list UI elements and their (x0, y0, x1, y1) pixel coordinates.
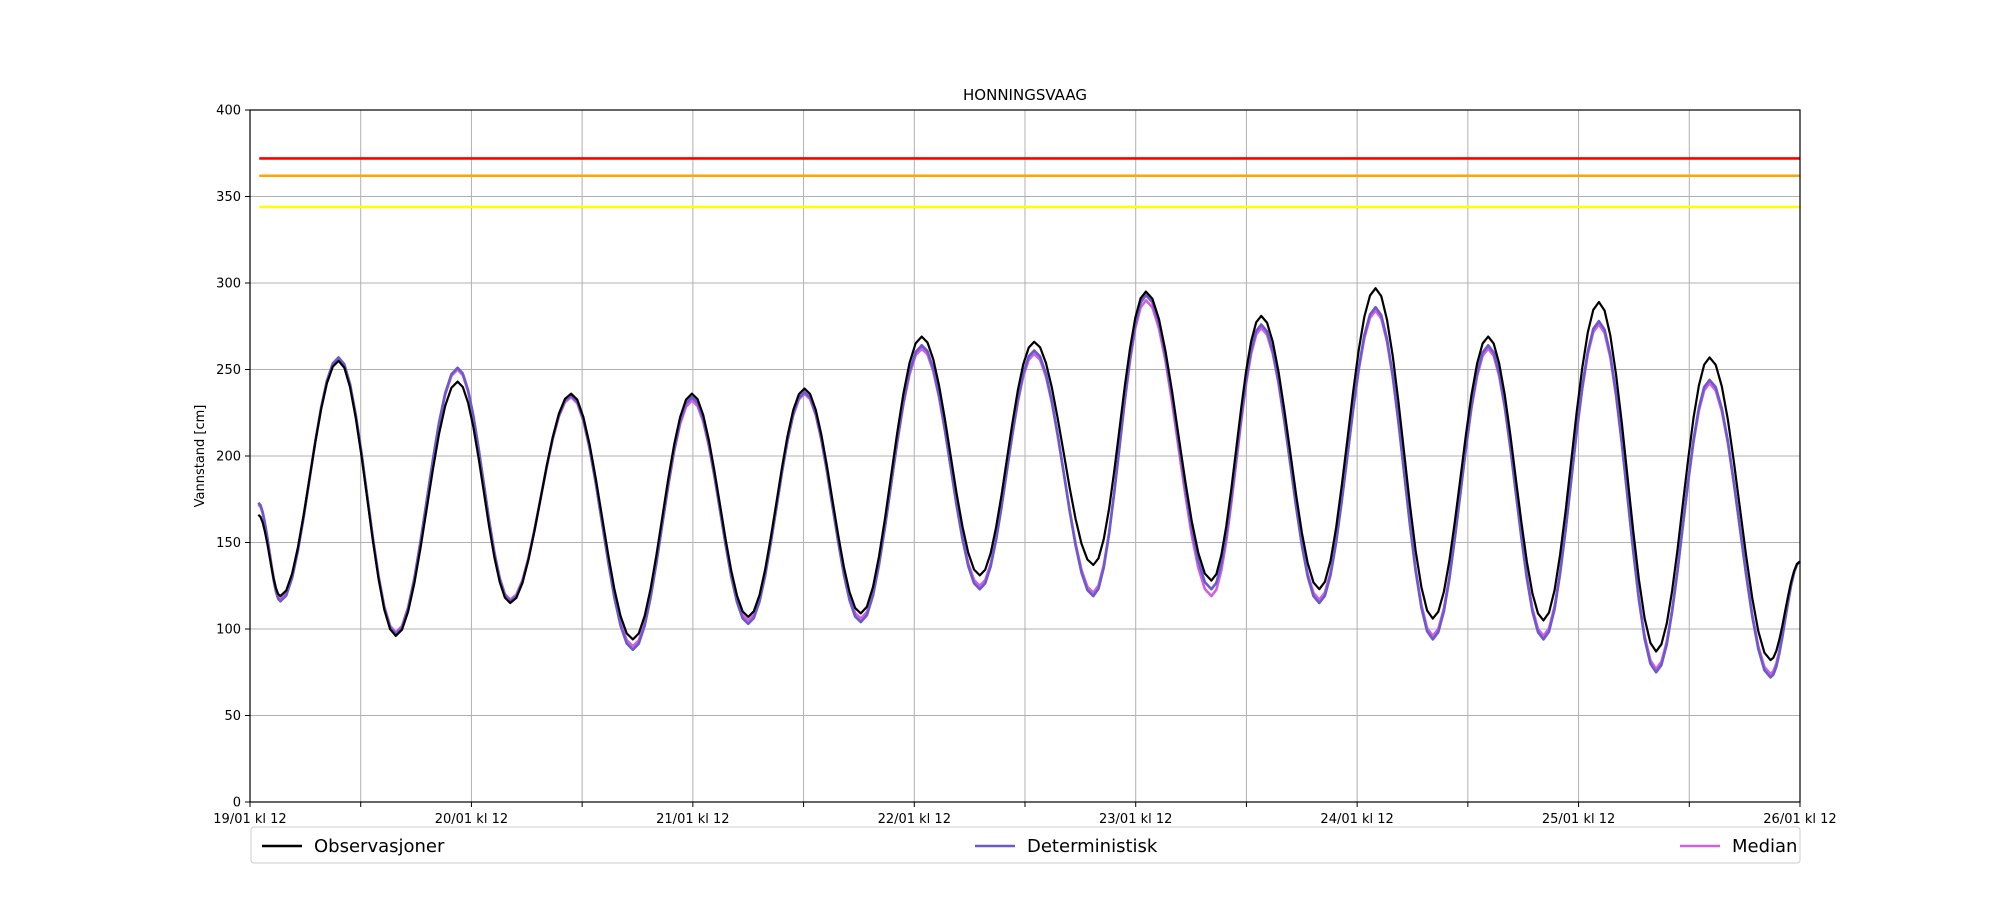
legend-label-obs: Observasjoner (314, 836, 445, 857)
x-tick-label: 20/01 kl 12 (435, 812, 508, 827)
x-tick-label: 25/01 kl 12 (1542, 812, 1615, 827)
y-axis-label: Vannstand [cm] (193, 405, 208, 508)
y-tick-label: 350 (216, 190, 241, 205)
y-tick-label: 100 (216, 623, 241, 638)
threshold-lines (259, 157, 1800, 209)
x-tick-label: 19/01 kl 12 (213, 812, 286, 827)
y-tick-label: 300 (216, 277, 241, 292)
x-tick-label: 22/01 kl 12 (878, 812, 951, 827)
legend-box (250, 826, 1801, 864)
y-tick-label: 400 (216, 104, 241, 119)
series-lines (257, 287, 1801, 679)
x-tick-label: 24/01 kl 12 (1320, 812, 1393, 827)
legend: Observasjoner Deterministisk Median (250, 826, 1801, 864)
x-tick-label: 23/01 kl 12 (1099, 812, 1172, 827)
x-axis-ticks: 19/01 kl 12 20/01 kl 12 21/01 kl 12 22/01 k… (213, 802, 1837, 827)
y-tick-label: 0 (233, 796, 241, 811)
y-tick-label: 250 (216, 363, 241, 378)
chart-title: HONNINGSVAAG (963, 86, 1087, 104)
y-tick-label: 50 (224, 709, 241, 724)
series-line-obs (257, 287, 1801, 662)
y-tick-label: 150 (216, 536, 241, 551)
x-tick-label: 21/01 kl 12 (656, 812, 729, 827)
legend-label-med: Median (1732, 836, 1797, 857)
y-tick-label: 200 (216, 450, 241, 465)
y-axis-ticks: 0 50 100 150 200 250 300 350 400 (216, 104, 250, 811)
x-tick-label: 26/01 kl 12 (1763, 812, 1836, 827)
legend-label-det: Deterministisk (1027, 836, 1158, 857)
